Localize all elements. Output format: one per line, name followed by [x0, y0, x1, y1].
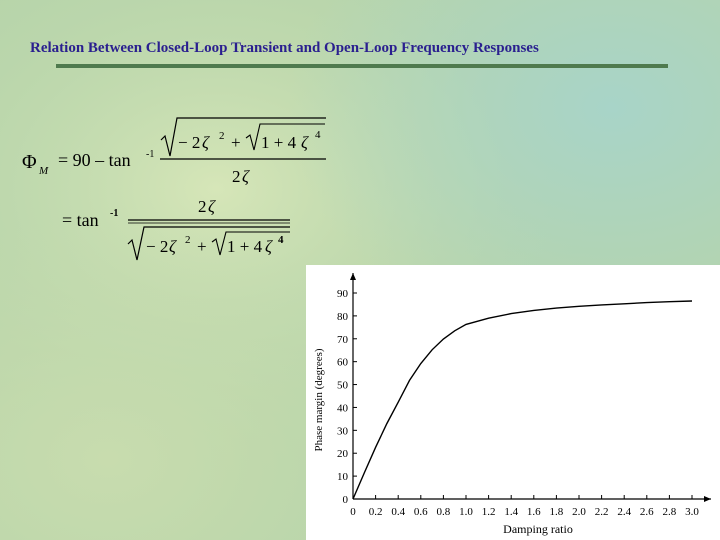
radical-inner-2: [211, 231, 290, 256]
y-tick-label: 40: [337, 402, 349, 414]
y-tick-label: 10: [337, 471, 349, 483]
y-tick-label: 30: [337, 425, 349, 437]
x-tick-label: 2.2: [595, 506, 609, 518]
y-tick-label: 60: [337, 357, 349, 369]
chart-panel: 0 10 20 30 40 50 60 70 80 90 0 0.2 0.4 0.6 0.8 1.0 1.2 1…: [306, 265, 720, 540]
x-tick-label: 0: [350, 506, 356, 518]
formula-num1-zeta: ζ: [202, 133, 210, 152]
x-tick-label: 1.8: [550, 506, 564, 518]
formula-num1-plus: +: [231, 133, 241, 152]
formula-den2-zeta-2: ζ: [265, 237, 273, 256]
x-tick-label: 0.6: [414, 506, 428, 518]
formula-den2-plus: +: [197, 237, 207, 256]
formula-num1-sq: 2: [219, 130, 225, 142]
y-ticks: 0 10 20 30 40 50 60 70 80 90: [337, 288, 357, 506]
formula-inverse-2: -1: [110, 208, 118, 219]
x-tick-label: 2.6: [640, 506, 654, 518]
formula-den2-inner: 1 + 4: [227, 237, 263, 256]
y-tick-label: 20: [337, 448, 349, 460]
radical-inner-1: [245, 123, 325, 151]
x-tick-label: 3.0: [685, 506, 699, 518]
formula-den1-two: 2: [232, 167, 241, 186]
y-axis-arrow: [350, 273, 356, 280]
formula-den2-minus2: − 2: [146, 237, 168, 256]
formula-num1-fourth: 4: [315, 129, 321, 141]
y-tick-label: 0: [343, 494, 349, 506]
y-tick-label: 50: [337, 380, 349, 392]
x-tick-label: 1.2: [482, 506, 496, 518]
phase-margin-curve: [352, 300, 693, 500]
x-tick-label: 2.0: [572, 506, 586, 518]
x-tick-label: 1.6: [527, 506, 541, 518]
formula-den1-zeta: ζ: [242, 167, 250, 186]
formula-num2-two: 2: [198, 197, 207, 216]
formula-line2-prefix: = tan: [62, 210, 99, 230]
x-tick-label: 0.4: [391, 506, 405, 518]
y-tick-label: 70: [337, 334, 349, 346]
y-axis-label: Phase margin (degrees): [313, 348, 325, 451]
x-tick-label: 0.2: [369, 506, 383, 518]
formula-subscript: M: [38, 165, 49, 177]
x-tick-label: 2.8: [663, 506, 677, 518]
slide-title: Relation Between Closed-Loop Transient a…: [30, 40, 539, 56]
formula-num1-minus2: − 2: [178, 133, 200, 152]
formula-den2-sq: 2: [185, 234, 191, 246]
x-tick-label: 1.4: [504, 506, 518, 518]
formula-phi: Φ: [22, 151, 37, 173]
formula-line1-prefix: = 90 – tan: [58, 150, 131, 170]
formula-num1-zeta-2: ζ: [301, 133, 309, 152]
radical-outer-2: [127, 226, 290, 261]
y-tick-label: 90: [337, 288, 349, 300]
title-underline: [56, 64, 668, 68]
formula-num1-inner: 1 + 4: [261, 133, 297, 152]
formula-inverse-1: -1: [146, 149, 154, 160]
x-axis-arrow: [704, 496, 711, 502]
formula-den2-zeta: ζ: [169, 237, 177, 256]
x-ticks: 0 0.2 0.4 0.6 0.8 1.0 1.2 1.4 1.6 1.8 2.0 2.2 2.4 2.6…: [350, 495, 699, 518]
x-tick-label: 1.0: [459, 506, 473, 518]
formula-num2-zeta: ζ: [208, 197, 216, 216]
x-tick-label: 0.8: [437, 506, 451, 518]
radical-outer-1: [160, 117, 326, 157]
chart-axes: [350, 273, 711, 502]
x-tick-label: 2.4: [617, 506, 631, 518]
y-tick-label: 80: [337, 311, 349, 323]
x-axis-label: Damping ratio: [503, 522, 573, 536]
formula-den2-fourth: 4: [278, 234, 284, 246]
phase-margin-chart: 0 10 20 30 40 50 60 70 80 90 0 0.2 0.4 0.6 0.8 1.0 1.2 1…: [313, 273, 711, 536]
